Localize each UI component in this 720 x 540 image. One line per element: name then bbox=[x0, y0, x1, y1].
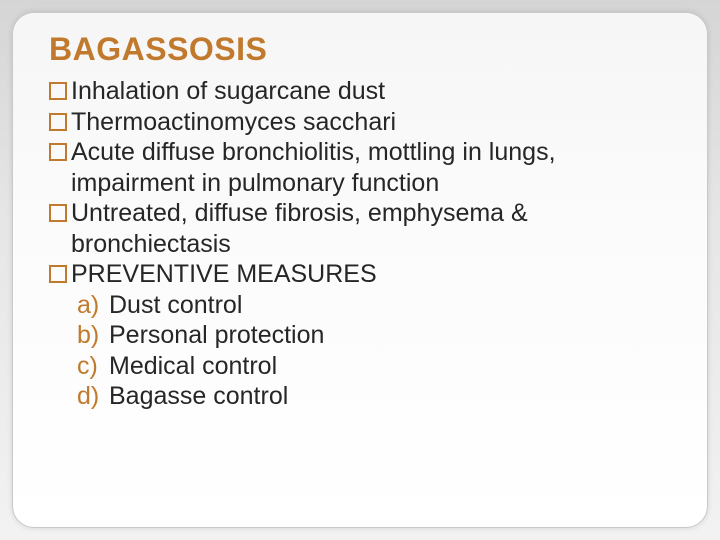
bullet-item: Inhalation of sugarcane dust bbox=[49, 76, 679, 107]
bullet-text: Acute diffuse bronchiolitis, mottling in… bbox=[71, 137, 679, 198]
list-item: a) Dust control bbox=[77, 290, 679, 321]
square-bullet-icon bbox=[49, 265, 67, 283]
list-letter: b) bbox=[77, 320, 101, 351]
bullet-text: PREVENTIVE MEASURES bbox=[71, 259, 679, 290]
list-item: c) Medical control bbox=[77, 351, 679, 382]
bullet-item: PREVENTIVE MEASURES bbox=[49, 259, 679, 290]
bullet-item: Untreated, diffuse fibrosis, emphysema &… bbox=[49, 198, 679, 259]
list-letter: c) bbox=[77, 351, 101, 382]
list-letter: d) bbox=[77, 381, 101, 412]
bullet-text: Untreated, diffuse fibrosis, emphysema &… bbox=[71, 198, 679, 259]
slide-container: BAGASSOSIS Inhalation of sugarcane dust … bbox=[12, 12, 708, 528]
square-bullet-icon bbox=[49, 113, 67, 131]
list-letter: a) bbox=[77, 290, 101, 321]
square-bullet-icon bbox=[49, 143, 67, 161]
bullet-text: Inhalation of sugarcane dust bbox=[71, 76, 679, 107]
list-text: Personal protection bbox=[109, 320, 679, 351]
bullet-item: Thermoactinomyces sacchari bbox=[49, 107, 679, 138]
list-text: Medical control bbox=[109, 351, 679, 382]
slide-title: BAGASSOSIS bbox=[49, 31, 679, 68]
bullet-text: Thermoactinomyces sacchari bbox=[71, 107, 679, 138]
slide-content: Inhalation of sugarcane dust Thermoactin… bbox=[49, 76, 679, 412]
bullet-item: Acute diffuse bronchiolitis, mottling in… bbox=[49, 137, 679, 198]
list-text: Dust control bbox=[109, 290, 679, 321]
list-item: d) Bagasse control bbox=[77, 381, 679, 412]
list-text: Bagasse control bbox=[109, 381, 679, 412]
square-bullet-icon bbox=[49, 204, 67, 222]
square-bullet-icon bbox=[49, 82, 67, 100]
list-item: b) Personal protection bbox=[77, 320, 679, 351]
